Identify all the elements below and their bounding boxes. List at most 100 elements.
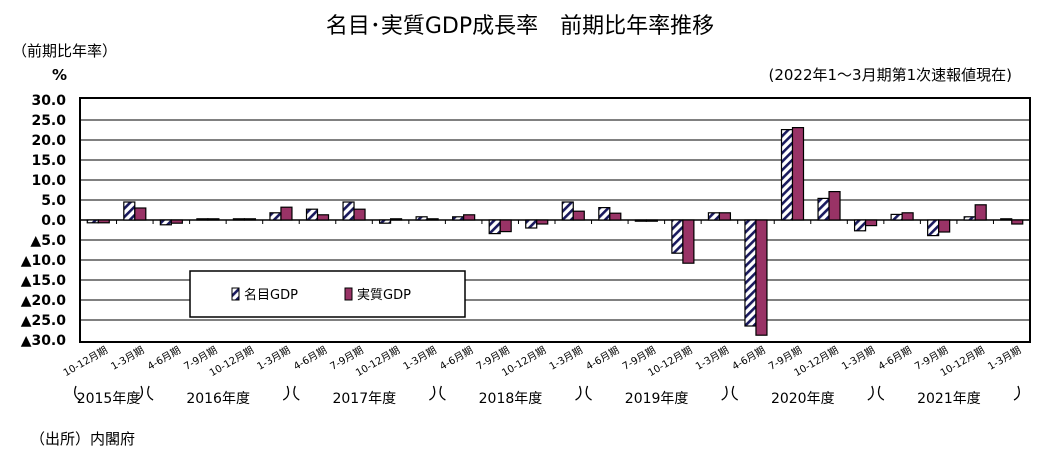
bar-real <box>718 212 732 221</box>
bar-nominal <box>634 219 647 222</box>
fiscal-year-bracket <box>439 385 582 401</box>
bar-real <box>243 218 257 221</box>
y-tick-label: ▲5.0 <box>30 233 66 249</box>
fiscal-year-bracket <box>585 385 728 401</box>
bar-real <box>901 212 914 221</box>
y-tick-label: ▲25.0 <box>21 313 67 329</box>
bar-real <box>280 206 293 221</box>
x-tick-label: 1-3月期 <box>693 344 730 373</box>
bar-nominal <box>963 216 976 221</box>
bar-nominal <box>452 216 465 221</box>
bar-real <box>134 207 147 221</box>
bar-real <box>499 219 512 233</box>
x-tick-label: 4-6月期 <box>730 344 767 373</box>
bar-nominal <box>86 219 99 224</box>
bar-nominal <box>561 201 574 221</box>
bar-nominal <box>123 201 136 221</box>
bar-nominal <box>780 129 794 221</box>
bar-nominal <box>817 197 830 221</box>
bar-real <box>170 219 183 224</box>
y-tick-label: 20.0 <box>31 133 66 149</box>
x-tick-label: 1-3月期 <box>255 344 292 373</box>
bar-nominal <box>598 207 611 221</box>
bar-nominal <box>1000 218 1013 221</box>
bar-real <box>97 219 110 224</box>
x-tick-label: 1-3月期 <box>547 344 584 373</box>
bar-nominal <box>269 212 282 221</box>
legend-swatch <box>231 287 240 301</box>
bar-nominal <box>305 208 319 221</box>
y-tick-label: ▲30.0 <box>21 333 67 349</box>
fiscal-year-label: 2021年度 <box>917 391 981 407</box>
bar-real <box>609 212 622 221</box>
bar-nominal <box>927 219 940 237</box>
y-tick-label: 15.0 <box>31 153 66 169</box>
legend-label: 実質GDP <box>357 287 411 303</box>
y-tick-label: ▲10.0 <box>21 253 67 269</box>
bar-nominal <box>890 213 903 221</box>
x-tick-label: 4-6月期 <box>438 344 475 373</box>
bar-nominal <box>707 212 721 221</box>
x-tick-label: 4-6月期 <box>145 344 182 373</box>
y-unit: % <box>52 66 68 84</box>
fiscal-year-label: 2017年度 <box>332 391 396 407</box>
bar-real <box>938 219 951 233</box>
y-tick-label: ▲20.0 <box>21 293 67 309</box>
x-tick-label: 1-3月期 <box>401 344 438 373</box>
legend <box>189 270 466 318</box>
bar-real <box>389 218 403 221</box>
x-tick-label: 4-6月期 <box>876 344 913 373</box>
x-tick-label: 4-6月期 <box>584 344 621 373</box>
fiscal-year-bracket <box>74 385 144 401</box>
bar-nominal <box>159 219 172 226</box>
fiscal-year-label: 2018年度 <box>479 391 543 407</box>
fiscal-year-label: 2020年度 <box>771 391 835 407</box>
chart-title: 名目･実質GDP成長率 前期比年率推移 <box>325 14 715 39</box>
y-tick-label: 5.0 <box>41 193 66 209</box>
bar-real <box>645 219 658 222</box>
fiscal-year-label: 2016年度 <box>186 391 250 407</box>
bar-real <box>572 210 585 221</box>
y-tick-label: 25.0 <box>31 113 66 129</box>
bar-real <box>353 208 366 221</box>
bar-nominal <box>378 219 392 224</box>
bar-nominal <box>853 219 867 232</box>
x-tick-label: 10-12月期 <box>61 344 109 379</box>
bar-real <box>864 219 878 227</box>
bar-real <box>426 218 439 221</box>
bar-real <box>463 214 476 221</box>
fiscal-year-bracket <box>731 385 874 401</box>
bar-nominal <box>671 219 684 254</box>
bar-nominal <box>342 201 355 221</box>
bar-real <box>1011 219 1024 225</box>
bar-nominal <box>744 219 757 327</box>
fiscal-year-label: 2019年度 <box>625 391 689 407</box>
y-tick-label: 0.0 <box>41 213 66 229</box>
fiscal-year-bracket <box>147 385 290 401</box>
y-tick-label: ▲15.0 <box>21 273 67 289</box>
fiscal-year-label: 2015年度 <box>77 391 141 407</box>
y-axis-label: （前期比年率） <box>12 42 118 60</box>
bar-nominal <box>525 219 538 229</box>
bar-real <box>791 126 805 221</box>
legend-swatch <box>344 287 353 301</box>
bar-real <box>536 219 549 225</box>
y-tick-label: 10.0 <box>31 173 66 189</box>
bar-nominal <box>488 219 501 235</box>
legend-label: 名目GDP <box>244 287 298 303</box>
bar-real <box>755 219 768 336</box>
source-note: （出所）内閣府 <box>30 430 136 448</box>
bar-real <box>207 218 220 221</box>
bar-nominal <box>415 216 428 221</box>
fiscal-year-bracket <box>293 385 436 401</box>
bar-nominal <box>232 218 246 221</box>
x-tick-label: 4-6月期 <box>292 344 329 373</box>
fiscal-year-bracket <box>877 385 1020 401</box>
bar-real <box>682 219 695 264</box>
chart-subtitle: (2022年1～3月期第1次速報値現在) <box>768 66 1012 84</box>
x-tick-label: 1-3月期 <box>840 344 877 373</box>
bar-nominal <box>196 218 209 221</box>
y-tick-label: 30.0 <box>31 93 66 109</box>
